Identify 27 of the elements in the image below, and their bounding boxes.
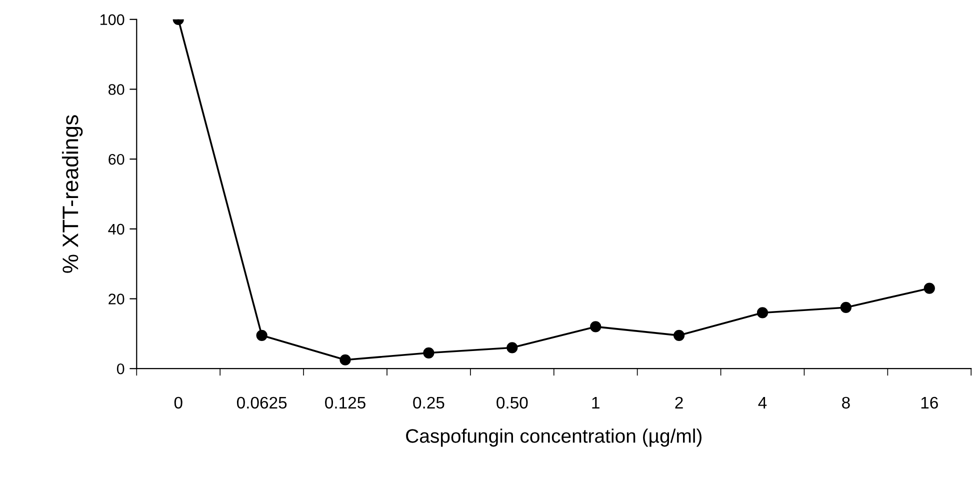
x-tick-label: 1: [592, 396, 600, 408]
x-tick-label: 0: [174, 396, 182, 409]
point: [256, 330, 268, 341]
point: [340, 354, 351, 366]
y-tick-label: 80: [108, 84, 124, 95]
point: [840, 302, 852, 314]
y-tick-label: 40: [108, 224, 124, 235]
point: [590, 321, 602, 332]
x-axis-title: Caspofungin concentration (µg/ml): [406, 428, 702, 447]
y-tick-label: 60: [108, 154, 124, 165]
point: [673, 330, 685, 341]
point: [506, 342, 518, 354]
y-tick-label: 20: [108, 294, 124, 304]
x-tick-label: 0.125: [325, 396, 366, 409]
x-tick-label: 4: [758, 396, 767, 408]
point: [924, 282, 935, 294]
x-tick-label: 16: [921, 396, 938, 409]
y-axis-title: % XTT-readings: [62, 115, 83, 273]
x-tick-label: 0.25: [413, 396, 444, 409]
point: [423, 347, 434, 358]
x-tick-label: 0.50: [496, 396, 528, 409]
x-tick-label: 0.0625: [236, 396, 287, 409]
y-tick-label: 100: [100, 14, 124, 26]
x-tick-label: 8: [842, 396, 850, 409]
y-tick-label: 0: [116, 363, 124, 374]
point: [756, 307, 768, 318]
x-tick-label: 2: [675, 396, 683, 408]
